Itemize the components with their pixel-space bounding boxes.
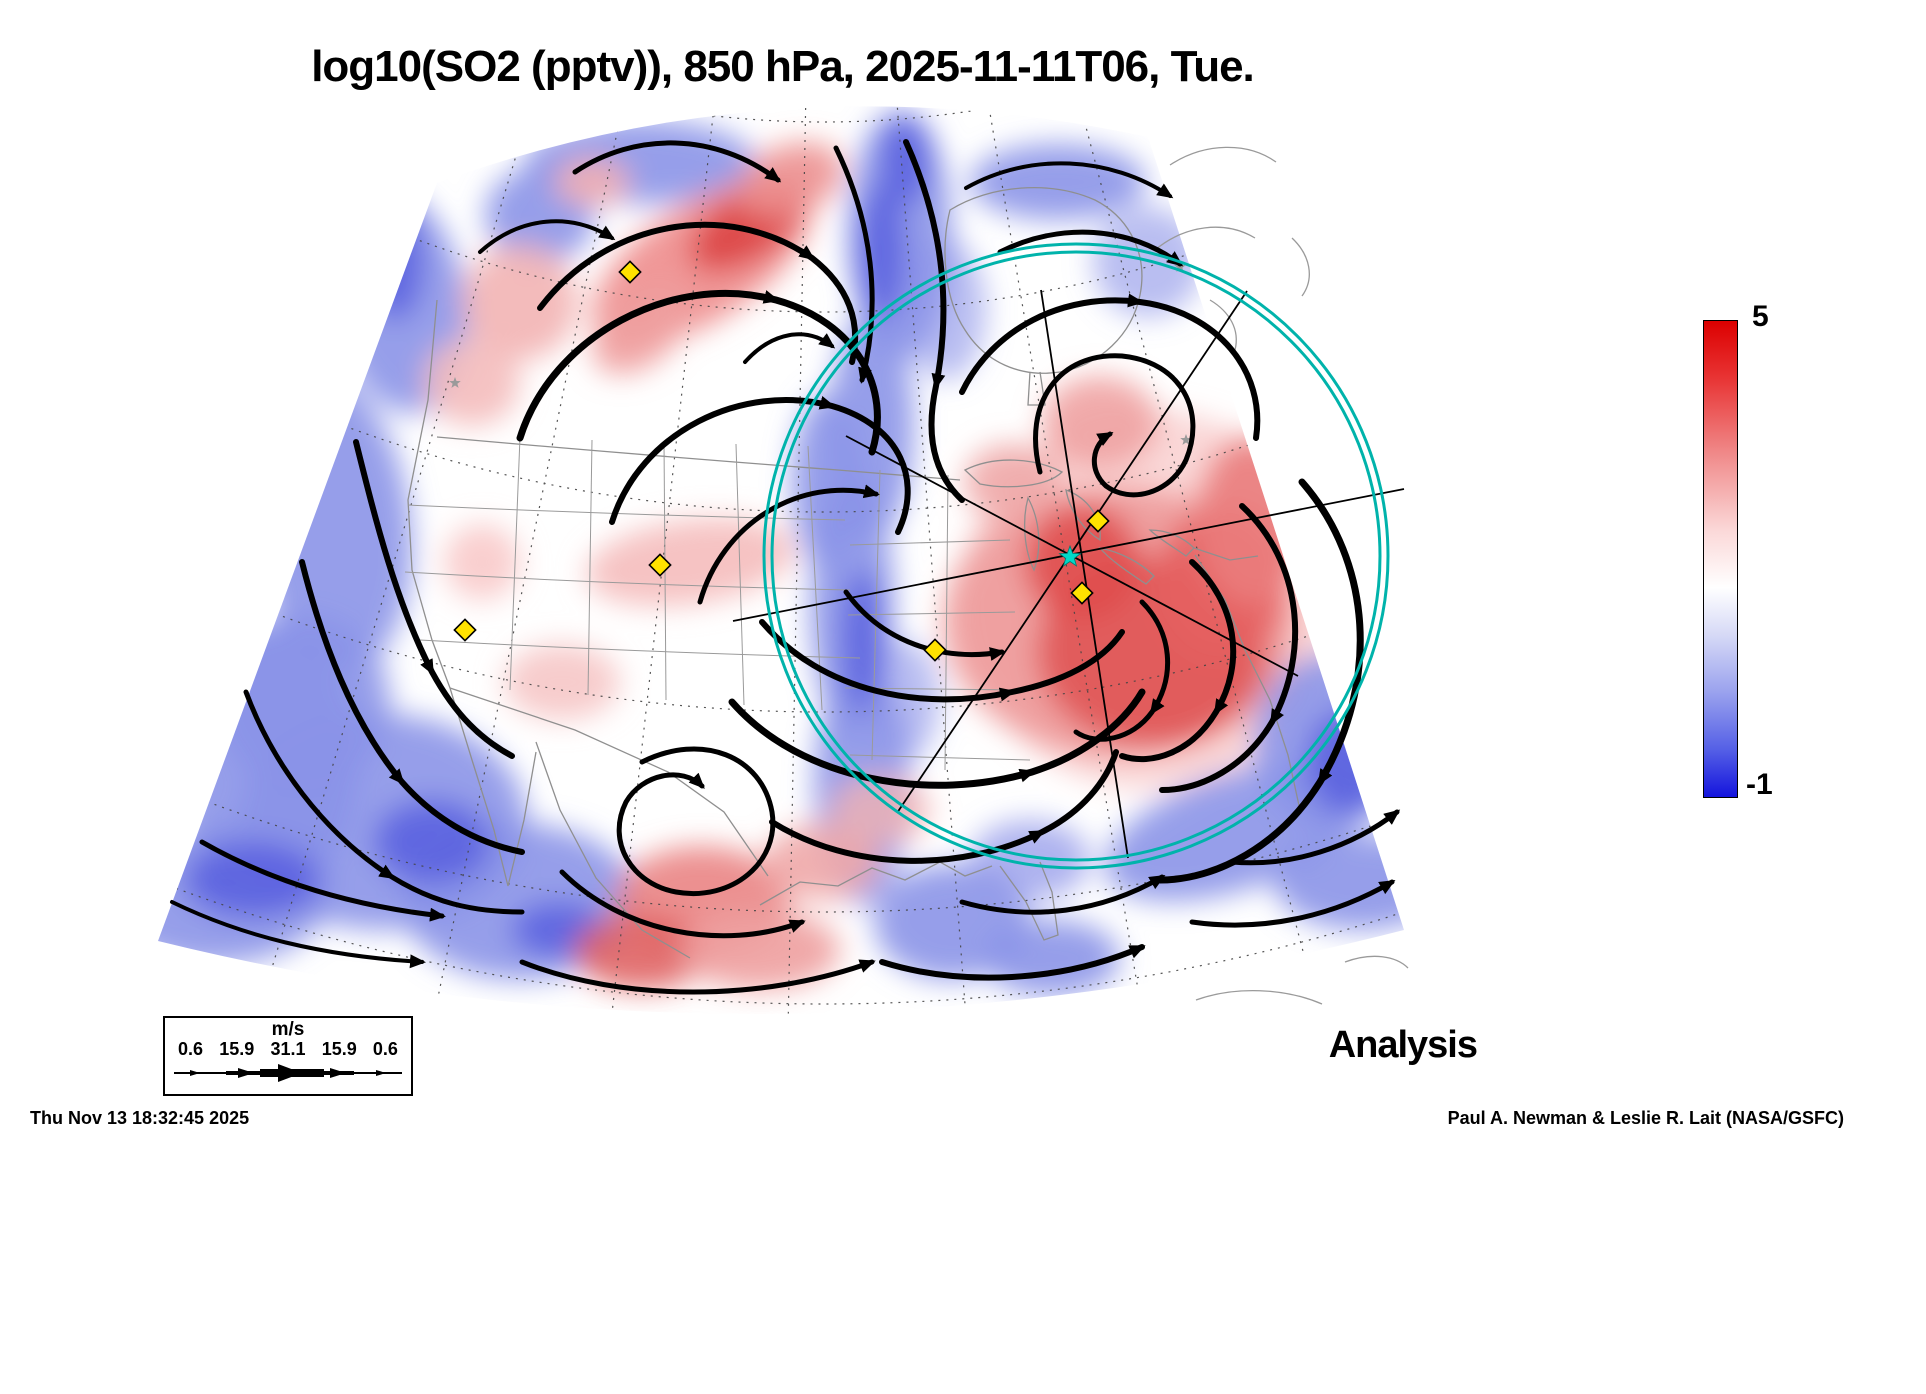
wind-legend-unit: m/s	[271, 1019, 305, 1040]
wind-speed-legend: m/s 0.6 15.9 31.1 15.9 0.6	[163, 1016, 413, 1096]
colorbar-max-label: 5	[1752, 300, 1769, 333]
wind-legend-value: 15.9	[219, 1039, 255, 1059]
wind-streamlines	[170, 139, 1401, 995]
analysis-label: Analysis	[1328, 1024, 1478, 1066]
generation-timestamp: Thu Nov 13 18:32:45 2025	[30, 1108, 250, 1128]
wind-legend-values: 0.6 15.9 31.1 15.9 0.6	[165, 1039, 411, 1060]
wind-legend-value: 31.1	[270, 1039, 306, 1059]
credit-line: Paul A. Newman & Leslie R. Lait (NASA/GS…	[1447, 1108, 1844, 1128]
outer-coast-fragments	[1154, 146, 1409, 1005]
figure-title: log10(SO2 (pptv)), 850 hPa, 2025-11-11T0…	[311, 42, 1255, 91]
diamond-marker	[453, 618, 477, 642]
colorbar-gradient	[1703, 320, 1738, 798]
wind-legend-arrow-scale	[174, 1064, 402, 1082]
colorbar-min-label: -1	[1746, 768, 1773, 801]
wind-legend-value: 15.9	[321, 1039, 357, 1059]
coastlines-borders	[404, 187, 1301, 959]
wind-legend-value: 0.6	[178, 1039, 204, 1059]
wind-legend-value: 0.6	[372, 1039, 398, 1059]
range-ring	[762, 242, 1390, 870]
